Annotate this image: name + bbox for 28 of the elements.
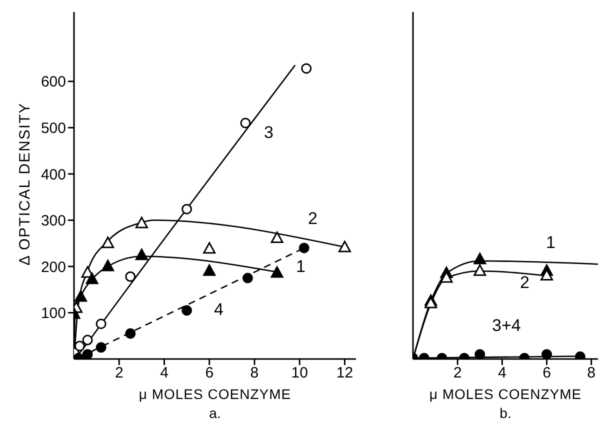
x-tick-label: 8 — [250, 364, 259, 382]
annotation: 3 — [264, 123, 274, 143]
annotation: 3+4 — [492, 316, 521, 336]
x-tick-label: 2 — [114, 364, 124, 382]
x-tick-label: 10 — [291, 364, 308, 382]
y-tick-label: 400 — [40, 166, 66, 184]
x-axis-title: μ MOLES COENZYME — [428, 386, 583, 402]
x-tick-label: 4 — [498, 364, 506, 382]
text: b. — [498, 405, 512, 421]
y-tick-label: 300 — [40, 212, 66, 230]
x-tick-label: 12 — [336, 364, 354, 382]
annotation: 2 — [308, 209, 318, 229]
x-tick-label: 6 — [542, 364, 551, 382]
x-axis-title: μ MOLES COENZYME — [138, 386, 292, 402]
y-axis-title: Δ OPTICAL DENSITY — [16, 102, 34, 266]
x-tick-label: 6 — [205, 364, 214, 382]
annotation: 2 — [520, 273, 530, 293]
y-tick-label: 100 — [40, 305, 66, 322]
x-tick-label: 8 — [587, 364, 596, 382]
text: a. — [208, 405, 222, 421]
y-tick-label: 200 — [40, 258, 66, 276]
y-tick-label: 600 — [40, 74, 66, 91]
x-tick-label: 4 — [160, 364, 168, 382]
y-tick-label: 500 — [40, 120, 66, 137]
annotation: 1 — [296, 257, 306, 277]
annotation: 4 — [214, 300, 224, 320]
annotation: 1 — [546, 233, 556, 253]
x-tick-label: 2 — [453, 364, 462, 382]
